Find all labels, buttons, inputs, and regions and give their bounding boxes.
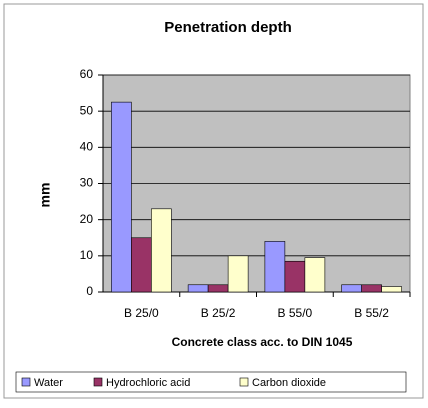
x-tick-label: B 25/2 (201, 306, 236, 320)
legend-box (15, 371, 407, 393)
y-tick-label: 0 (86, 284, 93, 298)
y-tick-label: 40 (80, 140, 94, 154)
legend-swatch (93, 377, 103, 387)
legend-label: Hydrochloric acid (106, 377, 190, 389)
y-tick-label: 20 (80, 212, 94, 226)
y-tick-label: 10 (80, 248, 94, 262)
legend-swatch (21, 377, 31, 387)
bar (341, 284, 362, 293)
bar (187, 284, 209, 293)
bar (111, 101, 132, 293)
legend-swatch (239, 377, 249, 387)
bar (381, 286, 402, 293)
y-tick-label: 60 (80, 67, 94, 81)
bar (131, 237, 152, 293)
legend-label: Carbon dioxide (252, 377, 326, 389)
bar (361, 284, 382, 293)
x-tick-label: B 25/0 (124, 306, 159, 320)
bar (304, 257, 326, 293)
x-tick-label: B 55/0 (278, 306, 313, 320)
bar (207, 284, 229, 293)
y-tick-label: 30 (80, 176, 94, 190)
bar (264, 241, 286, 293)
chart-title: Penetration depth (164, 19, 292, 36)
y-axis-label: mm (37, 183, 53, 208)
bar (227, 255, 249, 293)
y-tick-label: 50 (80, 103, 94, 117)
x-tick-label: B 55/2 (354, 306, 389, 320)
x-axis-label: Concrete class acc. to DIN 1045 (172, 335, 353, 349)
bar (151, 208, 172, 293)
legend-label: Water (34, 377, 63, 389)
bar (284, 260, 306, 293)
